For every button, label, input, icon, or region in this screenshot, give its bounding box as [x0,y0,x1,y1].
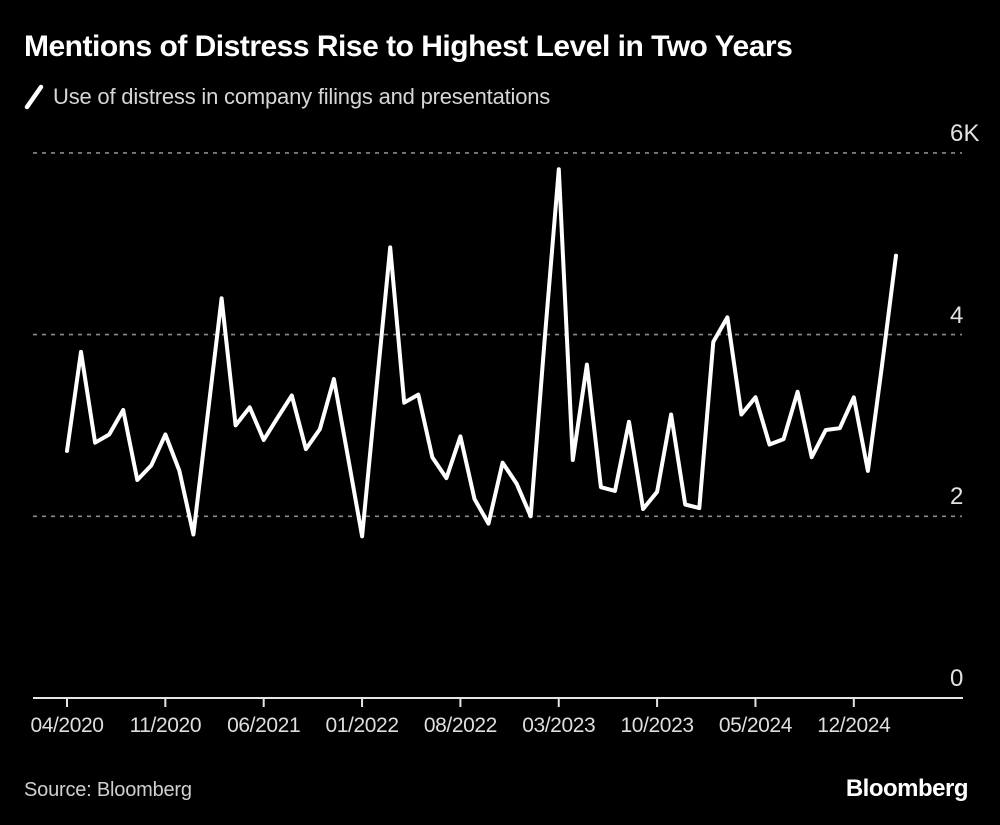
distress-line-series [65,167,898,539]
y-axis-label: 4 [950,301,964,329]
x-axis-label: 08/2022 [423,714,498,737]
x-axis-label: 10/2023 [620,714,695,737]
x-axis-label: 04/2020 [30,714,104,737]
legend-label: Use of distress in company filings and p… [53,84,551,109]
chart-title: Mentions of Distress Rise to Highest Lev… [24,30,793,63]
y-axis-label: 2 [950,483,964,511]
x-axis-label: 05/2024 [718,714,793,737]
y-axis-label: 0 [950,665,964,692]
x-axis-label: 01/2022 [325,714,399,737]
x-axis-label: 12/2024 [817,714,891,737]
bloomberg-logo: Bloomberg [845,775,969,802]
y-axis-label: 6K [950,119,980,147]
line-series-legend-icon [24,84,44,110]
x-axis-label: 06/2021 [227,714,301,737]
x-axis-label: 11/2020 [129,714,202,737]
x-axis-label: 03/2023 [522,714,596,737]
source-note: Source: Bloomberg [24,779,192,801]
legend: Use of distress in company filings and p… [24,84,550,110]
